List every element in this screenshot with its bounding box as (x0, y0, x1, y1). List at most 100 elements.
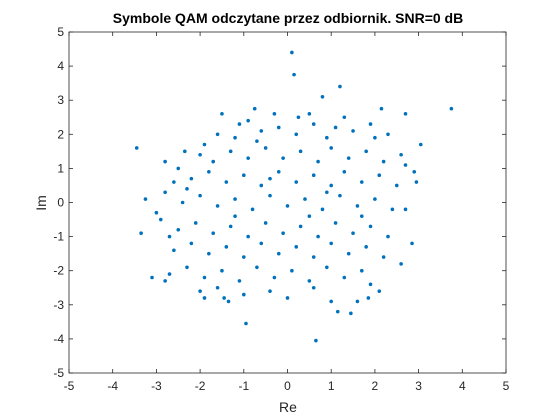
data-point (410, 241, 414, 246)
data-point (193, 221, 198, 225)
data-point (246, 118, 250, 123)
data-point (311, 285, 316, 290)
data-point (259, 183, 264, 188)
data-point (202, 142, 207, 147)
data-point (276, 170, 281, 174)
data-point (272, 112, 277, 116)
y-tick-label: 5 (57, 25, 64, 39)
data-point (298, 149, 303, 154)
data-point (276, 125, 281, 130)
data-point (237, 279, 242, 283)
data-point (412, 170, 417, 174)
data-point (292, 72, 296, 77)
data-point (338, 84, 342, 89)
data-point (298, 224, 303, 229)
data-point (233, 214, 237, 218)
data-point (414, 180, 419, 184)
data-point (189, 241, 194, 246)
data-point (325, 265, 329, 270)
data-point (220, 112, 224, 116)
x-tick-label: 0 (284, 379, 291, 393)
x-tick-label: -5 (64, 379, 75, 393)
data-point (167, 234, 172, 239)
data-point (329, 299, 334, 304)
data-point (325, 190, 329, 195)
data-point (342, 275, 347, 280)
data-point (172, 248, 176, 253)
data-point (403, 207, 408, 212)
x-tick-label: 1 (328, 379, 335, 393)
y-tick-label: -2 (53, 264, 64, 278)
data-point (351, 231, 355, 235)
data-point (373, 135, 377, 140)
data-point (242, 255, 246, 259)
data-point (158, 217, 163, 222)
data-point (335, 309, 340, 314)
data-point (418, 142, 423, 147)
data-point (228, 149, 233, 154)
chart-title: Symbole QAM odczytane przez odbiornik. S… (113, 10, 463, 26)
data-point (185, 265, 189, 270)
data-point (167, 272, 172, 276)
data-point (285, 204, 290, 208)
data-point (222, 296, 226, 300)
data-point (202, 296, 207, 300)
y-tick-label: -4 (53, 332, 64, 346)
data-point (290, 50, 294, 55)
data-point (215, 132, 220, 137)
data-point (163, 190, 167, 195)
data-point (143, 197, 148, 201)
data-point (228, 224, 233, 229)
y-tick-label: -3 (53, 298, 64, 312)
data-point (307, 279, 312, 283)
data-point (281, 156, 285, 160)
data-point (351, 129, 355, 133)
data-point (224, 180, 229, 184)
data-point (320, 94, 325, 99)
data-point (259, 129, 264, 133)
data-point (285, 296, 290, 300)
data-point (242, 292, 246, 297)
x-tick-label: -1 (238, 379, 249, 393)
data-point (346, 251, 351, 256)
data-point (150, 275, 154, 280)
data-points (134, 50, 454, 343)
data-point (189, 176, 194, 181)
data-point (268, 176, 272, 181)
y-tick-label: 1 (57, 161, 64, 175)
data-point (281, 231, 285, 235)
data-point (390, 207, 395, 212)
data-point (263, 146, 268, 150)
data-point (311, 122, 316, 126)
data-point (329, 183, 334, 188)
data-point (316, 159, 320, 164)
data-point (252, 106, 257, 111)
data-point (307, 112, 312, 116)
data-point (316, 234, 320, 239)
data-point (364, 245, 368, 249)
data-point (226, 299, 231, 304)
y-axis-label: Im (33, 195, 49, 211)
data-point (215, 285, 220, 290)
data-point (207, 170, 211, 174)
data-point (403, 163, 408, 167)
data-point (346, 156, 351, 160)
data-point (320, 207, 325, 212)
data-point (163, 279, 167, 283)
data-point (355, 204, 360, 208)
data-point (255, 265, 259, 270)
data-point (368, 224, 373, 229)
data-point (403, 112, 408, 116)
x-tick-label: 3 (415, 379, 422, 393)
x-tick-label: -4 (107, 379, 118, 393)
data-point (311, 255, 316, 259)
data-point (349, 311, 353, 316)
data-point (224, 245, 229, 249)
data-point (303, 197, 307, 201)
data-point (338, 193, 342, 198)
data-point (185, 187, 189, 191)
x-axis-label: Re (279, 399, 297, 415)
y-tick-label: -5 (53, 366, 64, 380)
data-point (276, 251, 281, 256)
